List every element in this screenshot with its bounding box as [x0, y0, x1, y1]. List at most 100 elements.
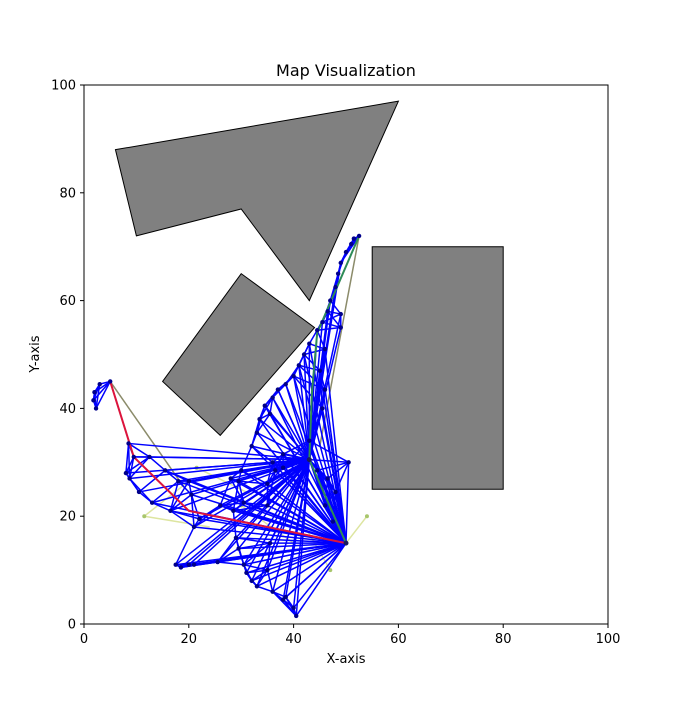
- tree-edge: [293, 375, 326, 391]
- tree-node: [147, 454, 152, 460]
- tree-edge: [151, 502, 171, 512]
- tree-edge: [217, 537, 237, 563]
- tree-node: [241, 562, 247, 567]
- tree-edge: [326, 478, 334, 522]
- tree-edge: [266, 543, 271, 571]
- tree-node: [168, 508, 173, 514]
- tree-node: [280, 597, 286, 602]
- tree-edge: [243, 542, 271, 566]
- tree-edge: [282, 542, 347, 601]
- tree-node: [149, 500, 155, 505]
- tree-node: [93, 406, 99, 411]
- tree-edge: [269, 397, 274, 414]
- tree-edge: [217, 561, 244, 566]
- axis-ticks: 0 20 40 60 80 100 0 20 40 60 80 100: [51, 79, 620, 648]
- tree-node: [136, 489, 142, 495]
- tree-node: [265, 481, 270, 487]
- tree-node: [328, 298, 333, 303]
- tree-node: [343, 249, 349, 255]
- tree-node: [228, 476, 233, 481]
- tree-edge: [271, 397, 310, 460]
- tree-node: [236, 478, 241, 484]
- faint-node: [328, 568, 333, 573]
- tree-node: [218, 503, 223, 508]
- tree-edge: [327, 310, 341, 315]
- faint-node: [364, 514, 369, 519]
- tree-node: [257, 416, 262, 422]
- tree-node: [322, 346, 328, 352]
- tree-edge: [266, 459, 310, 506]
- tree-edge: [282, 453, 347, 544]
- tree-node: [314, 328, 320, 333]
- tree-edge: [188, 481, 193, 495]
- tree-edge: [92, 380, 111, 401]
- tree-edge: [243, 458, 310, 504]
- x-axis-label: X-axis: [327, 652, 366, 667]
- tree-edge: [316, 461, 349, 472]
- y-tick-label: 20: [59, 510, 76, 525]
- tree-node: [215, 559, 220, 565]
- tree-node: [322, 387, 328, 392]
- x-tick-label: 60: [390, 632, 407, 647]
- tree-edge: [238, 542, 271, 550]
- tree-edge: [277, 389, 311, 460]
- tree-node: [280, 465, 286, 470]
- tree-edge: [340, 235, 360, 264]
- tree-edge: [266, 569, 274, 592]
- x-tick-label: 0: [80, 632, 88, 647]
- tree-edge: [272, 591, 297, 617]
- tree-node: [176, 478, 181, 484]
- tree-edge: [329, 300, 342, 315]
- tree-node: [320, 319, 325, 325]
- tree-edge: [317, 326, 341, 331]
- tree-edge: [293, 375, 323, 409]
- tree-node: [351, 236, 357, 241]
- tree-node: [262, 403, 267, 408]
- tree-node: [296, 363, 302, 368]
- tree-edge: [282, 459, 311, 600]
- faint-edge: [345, 515, 368, 544]
- tree-edge: [334, 491, 347, 544]
- tree-edge: [251, 445, 347, 544]
- tree-edge: [285, 383, 311, 460]
- tree-edge: [251, 445, 274, 463]
- faint-edge: [196, 467, 253, 496]
- tree-edge: [319, 370, 324, 409]
- tree-node: [254, 430, 260, 435]
- tree-node: [189, 492, 194, 497]
- tree-node: [320, 406, 325, 411]
- tree-edge: [256, 542, 347, 587]
- root-node: [306, 457, 312, 463]
- tree-edge: [219, 504, 234, 512]
- tree-edge: [238, 542, 347, 550]
- tree-node: [126, 441, 131, 446]
- tree-node: [307, 438, 312, 443]
- y-tick-label: 0: [68, 618, 76, 633]
- tree-edge: [232, 481, 240, 511]
- tree-edge: [235, 537, 347, 544]
- tree-node: [108, 379, 113, 384]
- x-tick-label: 80: [495, 632, 512, 647]
- tree-edge: [243, 502, 347, 544]
- tree-node: [294, 613, 299, 619]
- tree-edge: [324, 349, 347, 544]
- tree-edge: [193, 504, 221, 528]
- tree-node: [275, 387, 281, 392]
- tree-edge: [151, 480, 179, 504]
- tree-edge: [125, 456, 150, 474]
- tree-edge: [95, 381, 111, 409]
- tree-node: [291, 373, 296, 379]
- x-tick-label: 100: [596, 632, 621, 647]
- tree-node: [265, 567, 270, 573]
- tree-node: [291, 605, 296, 611]
- tree-edge: [282, 453, 310, 461]
- tree-node: [317, 368, 322, 373]
- tree-edge: [293, 542, 347, 609]
- tree-edge: [274, 453, 284, 471]
- tree-edge: [269, 413, 310, 461]
- tree-edge: [95, 384, 101, 409]
- path-red: [109, 381, 347, 545]
- plot-frame: [83, 84, 609, 625]
- tree-node: [186, 478, 191, 484]
